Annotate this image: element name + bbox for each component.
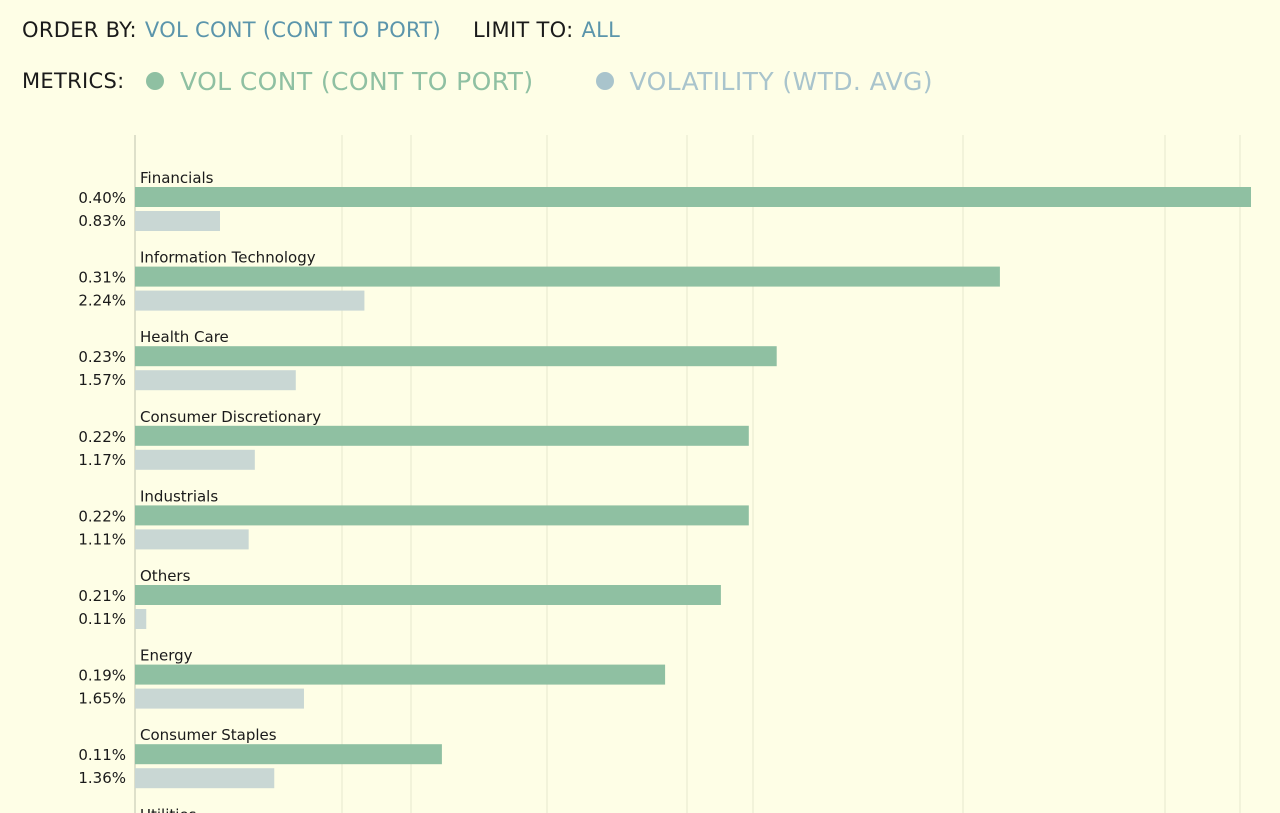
chart-controls: ORDER BY: VOL CONT (CONT TO PORT) LIMIT …: [22, 18, 971, 98]
limit-to-label: LIMIT TO:: [473, 18, 574, 42]
category-label: Consumer Discretionary: [140, 408, 321, 426]
category-label: Financials: [140, 169, 214, 187]
order-limit-row: ORDER BY: VOL CONT (CONT TO PORT) LIMIT …: [22, 18, 971, 52]
value-label-volatility: 1.11%: [78, 530, 126, 548]
metric-label-volatility: VOLATILITY (WTD. AVG): [629, 66, 933, 96]
bar-volatility[interactable]: [135, 609, 147, 629]
value-label-vol-cont: 0.19%: [78, 667, 126, 685]
legend-dot-icon: [595, 72, 614, 90]
bar-volatility[interactable]: [135, 768, 275, 789]
metric-label-vol-cont: VOL CONT (CONT TO PORT): [180, 66, 534, 96]
limit-to-dropdown[interactable]: ALL: [581, 18, 621, 42]
category-label: Energy: [140, 647, 193, 665]
bar-volatility[interactable]: [135, 449, 255, 470]
value-label-volatility: 1.57%: [78, 371, 126, 389]
value-label-vol-cont: 0.22%: [78, 428, 126, 446]
metrics-row: METRICS: VOL CONT (CONT TO PORT) VOLATIL…: [22, 64, 971, 98]
bar-volatility[interactable]: [135, 529, 249, 550]
value-label-volatility: 0.11%: [78, 610, 126, 628]
bar-vol-cont[interactable]: [135, 585, 721, 605]
value-label-volatility: 0.83%: [78, 212, 126, 230]
value-label-vol-cont: 0.11%: [78, 746, 126, 764]
value-label-vol-cont: 0.23%: [78, 348, 126, 366]
value-label-volatility: 1.36%: [78, 769, 126, 787]
bar-vol-cont[interactable]: [135, 425, 749, 446]
category-label: Information Technology: [140, 249, 316, 267]
order-by-dropdown[interactable]: VOL CONT (CONT TO PORT): [144, 18, 442, 42]
metric-toggle-vol-cont[interactable]: VOL CONT (CONT TO PORT): [146, 67, 534, 96]
legend-dot-icon: [146, 72, 164, 90]
value-label-vol-cont: 0.31%: [78, 269, 126, 287]
category-label: Health Care: [140, 328, 229, 346]
metric-toggle-volatility[interactable]: VOLATILITY (WTD. AVG): [572, 67, 933, 96]
metrics-label: METRICS:: [22, 69, 125, 93]
category-label: Others: [140, 567, 191, 585]
value-label-volatility: 2.24%: [78, 292, 126, 310]
category-label: Utilities: [140, 806, 197, 813]
bar-vol-cont[interactable]: [135, 744, 442, 765]
category-label: Consumer Staples: [140, 726, 277, 744]
bar-volatility[interactable]: [135, 290, 365, 311]
bar-vol-cont[interactable]: [135, 346, 777, 367]
value-label-volatility: 1.65%: [78, 690, 126, 708]
bar-volatility[interactable]: [135, 688, 304, 709]
category-label: Industrials: [140, 487, 218, 505]
bar-vol-cont[interactable]: [135, 664, 666, 685]
value-label-volatility: 1.17%: [78, 451, 126, 469]
bar-vol-cont[interactable]: [135, 266, 1000, 287]
bar-vol-cont[interactable]: [135, 505, 749, 526]
bar-vol-cont[interactable]: [135, 187, 1251, 207]
value-label-vol-cont: 0.40%: [78, 189, 126, 207]
value-label-vol-cont: 0.21%: [78, 587, 126, 605]
order-by-label: ORDER BY:: [22, 18, 137, 42]
bar-volatility[interactable]: [135, 211, 220, 231]
value-label-vol-cont: 0.22%: [78, 507, 126, 525]
bar-volatility[interactable]: [135, 370, 296, 391]
